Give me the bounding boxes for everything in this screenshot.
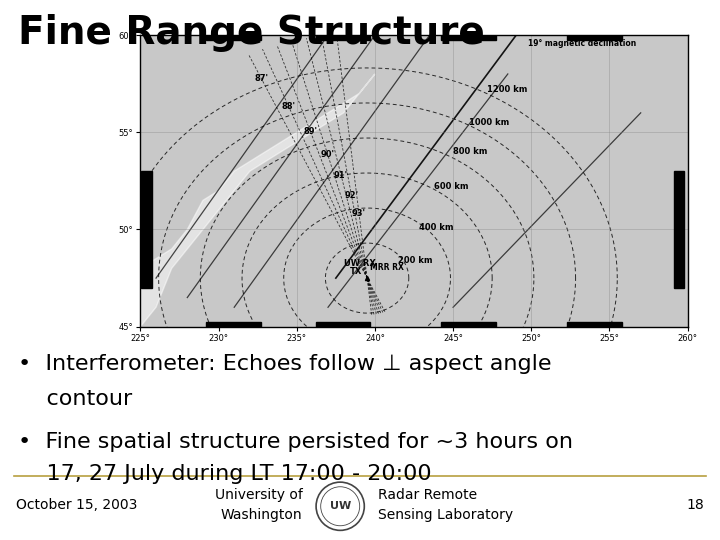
Text: 1200 km: 1200 km — [487, 85, 528, 94]
Text: October 15, 2003: October 15, 2003 — [16, 498, 138, 512]
Bar — [673, 171, 685, 288]
Bar — [140, 171, 152, 288]
Text: 600 km: 600 km — [434, 182, 469, 191]
Text: 200 km: 200 km — [398, 256, 433, 265]
Text: Fine Range Structure: Fine Range Structure — [18, 14, 485, 51]
Bar — [206, 322, 261, 333]
Bar — [567, 322, 622, 333]
Text: contour: contour — [18, 389, 132, 409]
Text: Sensing Laboratory: Sensing Laboratory — [378, 508, 513, 522]
Text: •  Fine spatial structure persisted for ~3 hours on: • Fine spatial structure persisted for ~… — [18, 432, 573, 452]
Text: UW: UW — [330, 501, 351, 511]
Text: Washington: Washington — [221, 508, 302, 522]
Text: 17, 27 July during LT 17:00 - 20:00: 17, 27 July during LT 17:00 - 20:00 — [18, 464, 431, 484]
Bar — [315, 29, 370, 40]
Text: 87': 87' — [254, 73, 268, 83]
Bar — [567, 29, 622, 40]
Text: 91': 91' — [334, 171, 348, 180]
Text: 93': 93' — [352, 209, 366, 218]
Text: Radar Remote: Radar Remote — [378, 488, 477, 502]
Text: •  Interferometer: Echoes follow ⊥ aspect angle: • Interferometer: Echoes follow ⊥ aspect… — [18, 354, 552, 374]
Text: 88': 88' — [282, 102, 296, 111]
Bar — [441, 322, 496, 333]
Text: 18: 18 — [686, 498, 704, 512]
Text: MRR RX: MRR RX — [370, 264, 404, 272]
Text: TX: TX — [350, 267, 362, 276]
Text: 800 km: 800 km — [453, 147, 487, 156]
Text: University of: University of — [215, 488, 302, 502]
Text: 89': 89' — [303, 127, 318, 136]
Bar — [206, 29, 261, 40]
Text: 92': 92' — [344, 191, 359, 200]
Bar — [315, 322, 370, 333]
Text: 19° magnetic declination: 19° magnetic declination — [528, 39, 636, 48]
Text: 400 km: 400 km — [419, 223, 453, 232]
Text: 90': 90' — [320, 150, 335, 159]
Bar — [441, 29, 496, 40]
Text: 1000 km: 1000 km — [469, 118, 509, 127]
Polygon shape — [140, 74, 375, 327]
Text: UW RX: UW RX — [343, 259, 376, 268]
